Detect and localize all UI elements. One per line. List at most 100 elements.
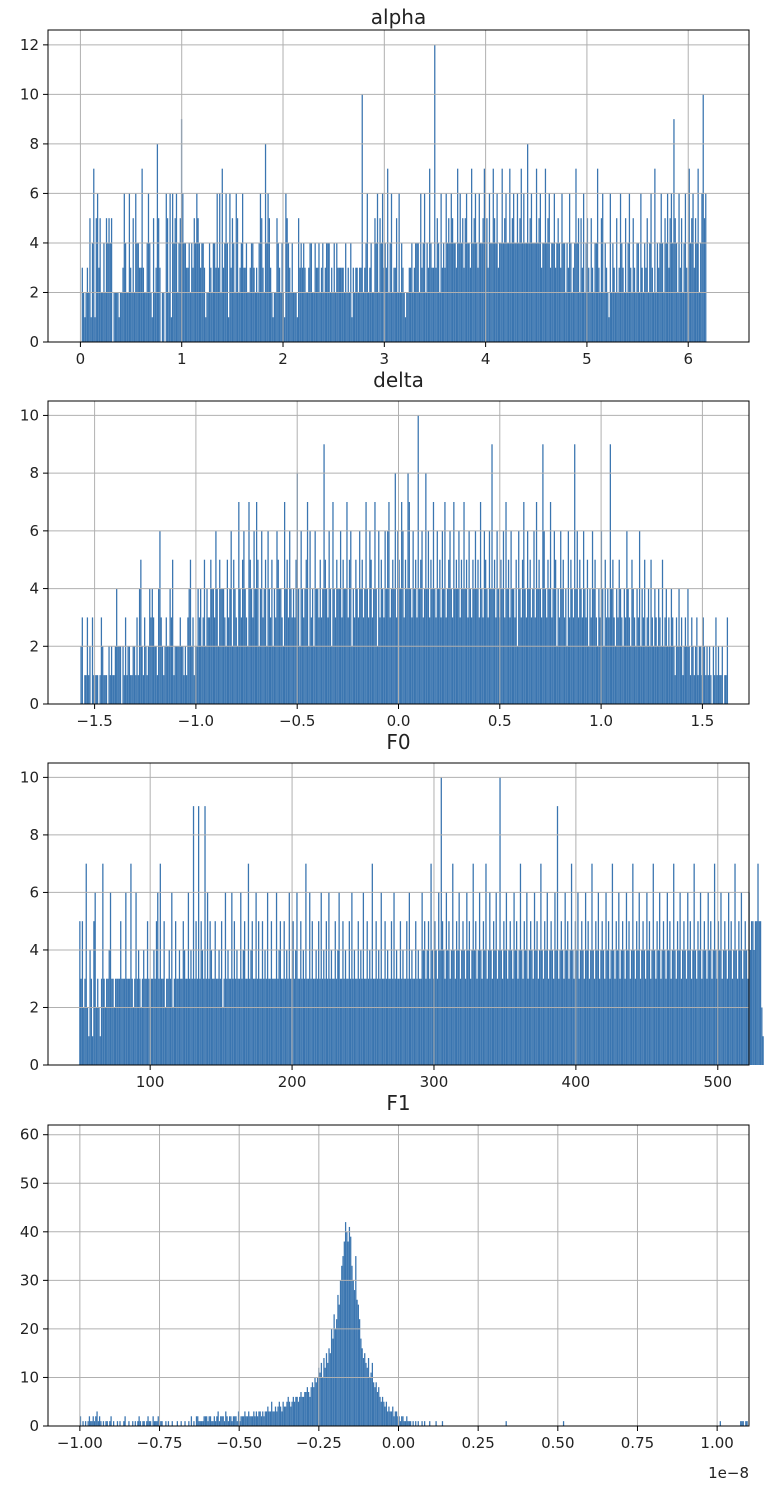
histogram-bar	[441, 530, 444, 704]
histogram-bar	[691, 218, 693, 342]
y-tick-label: 30	[20, 1271, 39, 1289]
histogram-bar	[673, 119, 675, 342]
histogram-bar	[300, 1392, 302, 1426]
histogram-bars	[81, 44, 707, 343]
x-tick-label: 1.0	[589, 712, 613, 730]
histogram-bar	[142, 675, 145, 704]
histogram-bar	[341, 617, 343, 704]
histogram-bar	[352, 978, 354, 1065]
histogram-bar	[547, 559, 549, 704]
histogram-bar	[320, 617, 323, 704]
histogram-bar	[680, 978, 683, 1065]
histogram-bar	[164, 1007, 167, 1065]
histogram-bar	[168, 646, 170, 704]
histogram-bar	[361, 94, 363, 342]
histogram-bar	[295, 292, 297, 342]
histogram-bar	[366, 1367, 368, 1426]
histogram-bar	[253, 530, 255, 704]
histogram-bar	[626, 292, 628, 342]
histogram-bar	[701, 193, 703, 342]
histogram-bar	[409, 267, 412, 342]
histogram-bar	[444, 267, 446, 342]
histogram-bar	[358, 1319, 361, 1426]
histogram-bar	[530, 921, 532, 1065]
x-tick-label: −0.5	[279, 712, 315, 730]
histogram-bar	[365, 1362, 367, 1426]
histogram-bar	[367, 617, 370, 704]
histogram-bar	[673, 646, 675, 704]
x-tick-label: −0.75	[137, 1434, 183, 1452]
histogram-bar	[357, 617, 360, 704]
histogram-bar	[659, 892, 661, 1065]
histogram-bar	[501, 978, 504, 1065]
histogram-bar	[275, 292, 277, 342]
histogram-bar	[429, 617, 431, 704]
histogram-bar	[140, 1007, 142, 1065]
histogram-bar	[332, 1338, 334, 1426]
histogram-bar	[207, 617, 209, 704]
histogram-bar	[329, 978, 331, 1065]
histogram-bar	[496, 193, 498, 342]
histogram-bar	[229, 978, 232, 1065]
histogram-bar	[118, 978, 121, 1065]
histogram-bar	[310, 1387, 312, 1426]
histogram-bar	[701, 978, 703, 1065]
histogram-bar	[444, 978, 446, 1065]
histogram-bar	[343, 978, 345, 1065]
histogram-bar	[167, 978, 169, 1065]
histogram-bar	[648, 921, 651, 1065]
histogram-bar	[230, 267, 232, 342]
histogram-bar	[370, 1372, 372, 1426]
histogram-bar	[207, 1421, 209, 1426]
histogram-bar	[660, 646, 662, 704]
histogram-bar	[244, 267, 246, 342]
histogram-bar	[449, 530, 451, 704]
histogram-bar	[568, 193, 571, 342]
histogram-bar	[562, 559, 564, 704]
y-tick-label: 0	[29, 333, 39, 351]
histogram-bar	[402, 267, 404, 342]
histogram-bar	[184, 646, 187, 704]
histogram-bar	[225, 646, 227, 704]
histogram-bar	[248, 502, 250, 704]
histogram-bar	[754, 921, 757, 1065]
histogram-bar	[370, 559, 372, 704]
histogram-bar	[160, 978, 163, 1065]
histogram-bar	[548, 193, 550, 342]
histogram-bar	[158, 218, 160, 342]
histogram-bar	[194, 978, 196, 1065]
histogram-bar	[102, 1421, 105, 1426]
histogram-bar	[117, 978, 119, 1065]
histogram-bar	[166, 218, 169, 342]
histogram-bar	[296, 317, 298, 342]
x-tick-label: 100	[136, 1073, 165, 1091]
histogram-bar	[734, 863, 736, 1065]
histogram-bar	[721, 646, 723, 704]
histogram-bar	[189, 978, 191, 1065]
histogram-bar	[705, 193, 707, 342]
histogram-bar	[376, 646, 379, 704]
histogram-bar	[408, 502, 410, 704]
histogram-bar	[159, 863, 161, 1065]
chart-f1-axes: −1.00 −0.75 −0.50 −0.25 0.00 0.25 0.50 0.75 1.00…	[20, 1091, 750, 1482]
histogram-bar	[324, 267, 326, 342]
histogram-bar	[618, 559, 620, 704]
histogram-bar	[281, 617, 283, 704]
histogram-bar	[626, 530, 628, 704]
histogram-bar	[228, 978, 230, 1065]
histogram-bar	[362, 892, 365, 1065]
histogram-bar	[296, 892, 298, 1065]
histogram-bar	[269, 267, 272, 342]
histogram-bar	[492, 168, 494, 342]
histogram-bar	[265, 1411, 268, 1426]
histogram-bar	[491, 444, 493, 704]
histogram-bar	[261, 921, 264, 1065]
histogram-bar	[144, 292, 146, 342]
histogram-bar	[173, 978, 176, 1065]
histogram-bar	[231, 1421, 233, 1426]
histogram-bar	[351, 646, 353, 704]
histogram-bar	[567, 267, 569, 342]
histogram-bar	[566, 646, 568, 704]
histogram-bar	[661, 559, 664, 704]
histogram-bar	[131, 675, 133, 704]
